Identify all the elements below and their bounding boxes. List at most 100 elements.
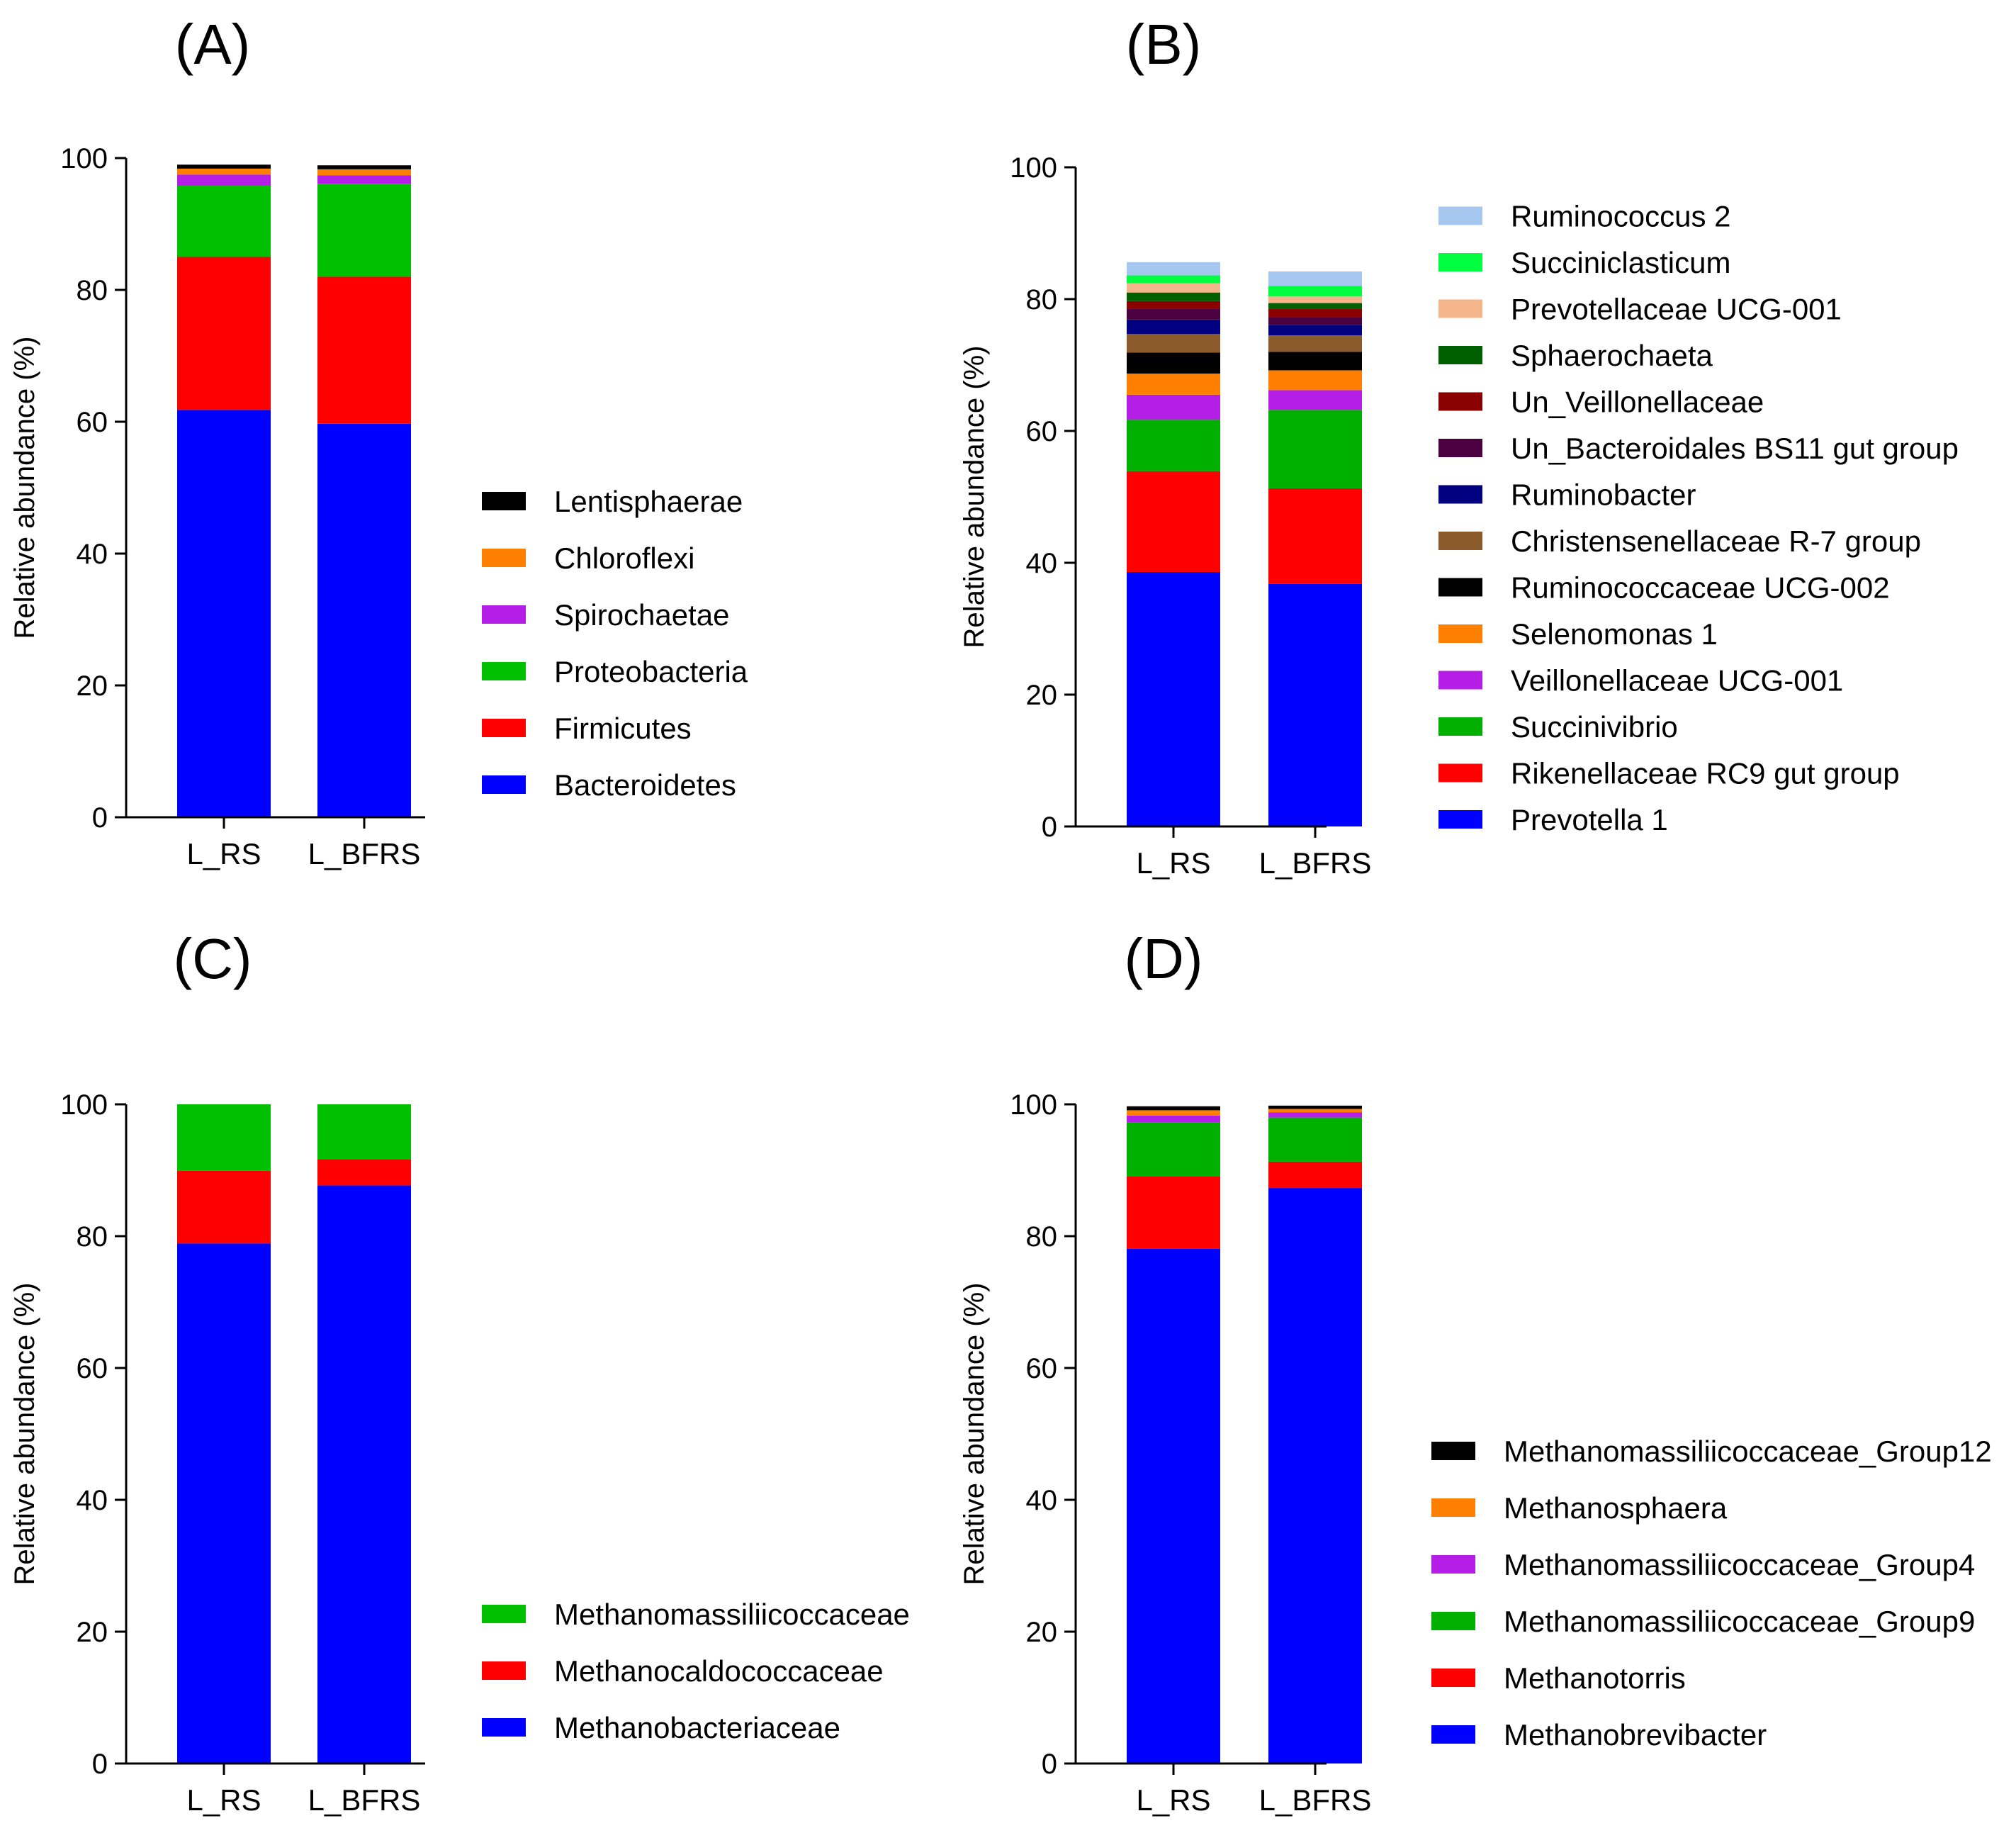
legend-swatch (482, 775, 526, 794)
legend-label: Bacteroidetes (554, 768, 736, 802)
bar-segment (1268, 303, 1362, 309)
legend-swatch (1438, 485, 1482, 504)
bar-segment (1127, 308, 1220, 320)
y-tick-label: 60 (77, 1353, 108, 1384)
legend-label: Rikenellaceae RC9 gut group (1511, 757, 1900, 790)
bar-segment (1268, 583, 1362, 826)
x-tick-label: L_RS (1136, 1783, 1210, 1817)
y-axis-title: Relative abundance (%) (959, 1283, 990, 1586)
legend-label: Methanosphaera (1504, 1491, 1728, 1525)
panel-label: (D) (1124, 927, 1203, 990)
bar-segment (1268, 325, 1362, 336)
legend-swatch (1438, 299, 1482, 318)
bar-segment (1268, 390, 1362, 410)
legend-swatch (1438, 392, 1482, 411)
y-tick-label: 60 (77, 407, 108, 438)
legend-swatch (1431, 1498, 1475, 1517)
bars (177, 1104, 411, 1763)
legend-label: Methanomassiliicoccaceae_Group9 (1504, 1605, 1975, 1638)
legend-swatch (1438, 532, 1482, 550)
bar-segment (1268, 1105, 1362, 1109)
x-tick-label: L_RS (186, 837, 261, 870)
bar-segment (1127, 394, 1220, 420)
y-tick-label: 0 (1042, 812, 1057, 843)
bar-segment (1127, 334, 1220, 353)
legend-swatch (1438, 578, 1482, 597)
legend-label: Succiniclasticum (1511, 246, 1730, 279)
bar-segment (317, 165, 411, 169)
y-tick-label: 0 (1042, 1749, 1057, 1780)
bar-segment (1268, 296, 1362, 303)
legend-swatch (1438, 810, 1482, 829)
legend-label: Veillonellaceae UCG-001 (1511, 664, 1843, 697)
legend-label: Firmicutes (554, 712, 692, 745)
bar-segment (1268, 410, 1362, 488)
bar-segment (1268, 335, 1362, 352)
y-tick-label: 20 (77, 671, 108, 702)
legend-swatch (1438, 624, 1482, 643)
legend-label: Methanobacteriaceae (554, 1711, 840, 1744)
y-tick-label: 60 (1026, 1353, 1058, 1384)
y-tick-label: 20 (1026, 1617, 1058, 1648)
bar-segment (1127, 374, 1220, 395)
x-tick-label: L_BFRS (308, 1783, 421, 1817)
y-tick-label: 80 (77, 1221, 108, 1252)
chart-panel-d: (D) 0 20 40 60 80 100 L_RS L_BFRS Relative abunda… (959, 927, 1992, 1817)
bar-segment (1268, 488, 1362, 584)
legend-label: Un_Veillonellaceae (1511, 386, 1764, 419)
bar-segment (177, 1170, 271, 1244)
bar-segment (1268, 1112, 1362, 1118)
bar-segment (1127, 292, 1220, 301)
legend-swatch (1438, 671, 1482, 690)
bar-segment (177, 164, 271, 169)
bar-segment (1127, 319, 1220, 335)
legend-label: Prevotellaceae UCG-001 (1511, 293, 1842, 326)
bar-segment (177, 1243, 271, 1763)
y-axis-title: Relative abundance (%) (959, 346, 990, 649)
bar-segment (317, 423, 411, 817)
y-tick-label: 40 (1026, 548, 1058, 579)
legend-swatch (482, 719, 526, 737)
x-tick-label: L_RS (1136, 846, 1210, 880)
bar-segment (177, 186, 271, 257)
legend-swatch (1431, 1442, 1475, 1460)
bar-segment (1127, 352, 1220, 374)
bar-segment (1127, 283, 1220, 293)
bar-segment (1268, 271, 1362, 286)
bar-segment (317, 276, 411, 424)
bar-segment (317, 1159, 411, 1186)
y-tick-label: 100 (1010, 152, 1057, 184)
bar-segment (177, 174, 271, 186)
bar-segment (1127, 1106, 1220, 1111)
y-tick-label: 80 (77, 275, 108, 306)
legend-label: Ruminococcus 2 (1511, 200, 1730, 233)
bar-segment (177, 257, 271, 410)
y-tick-label: 0 (92, 1749, 108, 1780)
legend-label: Methanocaldococcaceae (554, 1654, 884, 1688)
legend-label: Proteobacteria (554, 655, 748, 688)
legend-swatch (1431, 1555, 1475, 1574)
bar-segment (317, 175, 411, 184)
legend-swatch (482, 549, 526, 567)
y-tick-label: 20 (77, 1617, 108, 1648)
y-tick-label: 40 (1026, 1485, 1058, 1516)
bar-segment (1268, 370, 1362, 391)
axes: 0 20 40 60 80 100 L_RS L_BFRS (60, 1089, 425, 1817)
chart-panel-c: (C) 0 20 40 60 80 100 L_RS L_BFRS Relative abunda… (9, 927, 910, 1817)
bar-segment (317, 1104, 411, 1160)
bars (1127, 262, 1362, 826)
panel-label: (C) (173, 927, 252, 990)
bar-segment (177, 410, 271, 817)
bar-segment (1127, 420, 1220, 471)
bar-segment (1268, 1117, 1362, 1162)
legend-swatch (482, 492, 526, 510)
y-axis-title: Relative abundance (%) (9, 1283, 40, 1586)
bar-segment (1127, 471, 1220, 573)
y-tick-label: 100 (60, 143, 108, 174)
bar-segment (317, 1185, 411, 1763)
bar-segment (1127, 1176, 1220, 1249)
legend-label: Methanotorris (1504, 1661, 1686, 1695)
legend-label: Methanobrevibacter (1504, 1718, 1767, 1751)
legend: Prevotella 1 Rikenellaceae RC9 gut group S… (1438, 200, 1959, 836)
